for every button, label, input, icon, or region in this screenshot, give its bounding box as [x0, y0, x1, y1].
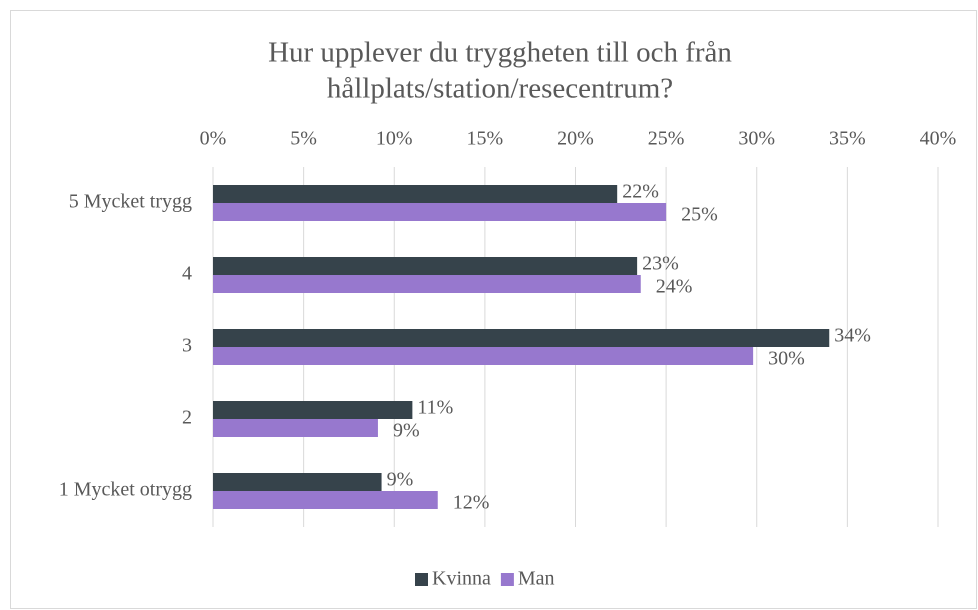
y-tick-label: 1 Mycket otrygg [59, 479, 192, 501]
value-label: 9% [393, 420, 420, 442]
x-tick-label: 40% [920, 128, 957, 150]
chart-title: Hur upplever du tryggheten till och från [268, 37, 732, 69]
x-tick-label: 5% [290, 128, 317, 150]
value-label: 9% [387, 469, 414, 491]
value-label: 11% [417, 397, 453, 419]
x-tick-label: 35% [829, 128, 866, 150]
legend-swatch [415, 573, 428, 586]
y-tick-label: 3 [182, 335, 192, 357]
x-tick-label: 15% [467, 128, 504, 150]
bar [213, 329, 830, 347]
value-label: 30% [768, 348, 805, 370]
bar [213, 185, 618, 203]
chart-frame [10, 10, 977, 609]
legend-label: Kvinna [432, 568, 491, 590]
bar [213, 347, 754, 365]
bar [213, 275, 641, 293]
x-tick-label: 25% [648, 128, 685, 150]
x-tick-label: 10% [376, 128, 413, 150]
bar [213, 401, 413, 419]
y-tick-label: 4 [182, 263, 192, 285]
bar [213, 257, 638, 275]
value-label: 23% [642, 253, 679, 275]
value-label: 25% [681, 204, 718, 226]
legend-label: Man [518, 568, 555, 590]
bar [213, 203, 667, 221]
y-tick-label: 5 Mycket trygg [69, 191, 192, 213]
y-tick-label: 2 [182, 407, 192, 429]
bar [213, 491, 438, 509]
legend-swatch [500, 573, 514, 586]
value-label: 24% [656, 276, 693, 298]
value-label: 12% [453, 492, 490, 514]
chart-title: hållplats/station/resecentrum? [327, 73, 673, 105]
x-tick-label: 20% [557, 128, 594, 150]
bar [213, 419, 378, 437]
value-label: 34% [834, 325, 871, 347]
value-label: 22% [622, 181, 659, 203]
x-tick-label: 0% [200, 128, 227, 150]
x-tick-label: 30% [738, 128, 775, 150]
bar [213, 473, 382, 491]
